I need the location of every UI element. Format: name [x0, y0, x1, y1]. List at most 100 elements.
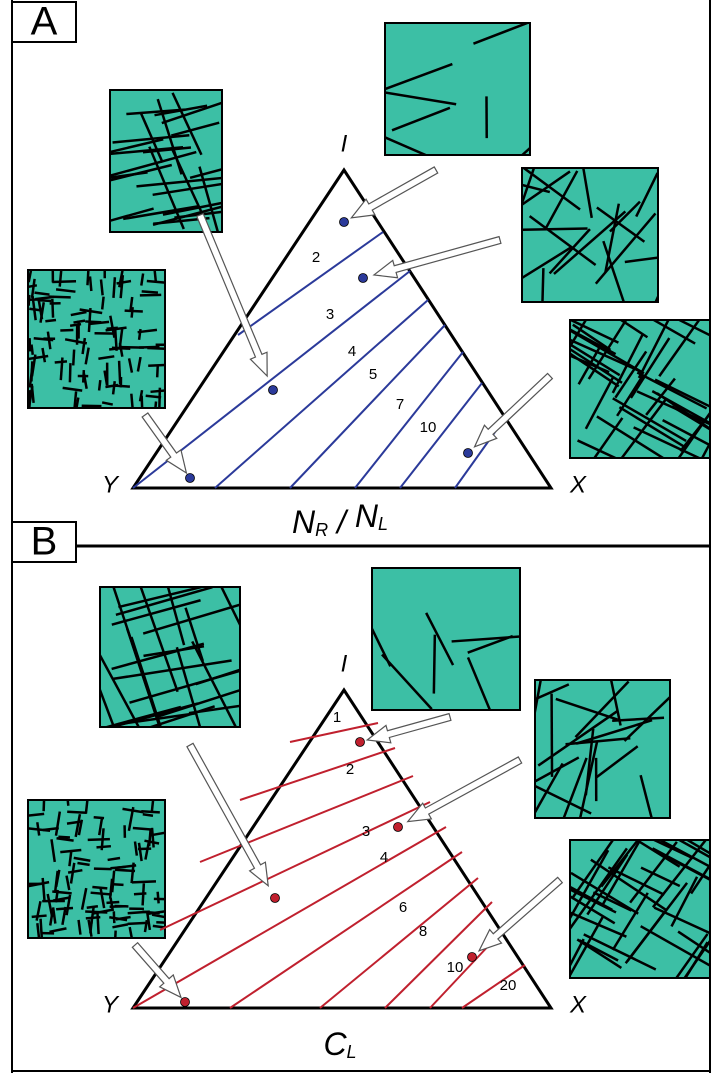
fracture	[157, 366, 158, 377]
fracture	[125, 311, 143, 312]
vertex-label: X	[569, 991, 587, 1018]
fracture	[88, 839, 110, 840]
fracture	[90, 276, 91, 291]
contour-label: 8	[419, 923, 427, 940]
fracture	[41, 919, 42, 941]
fracture	[89, 308, 91, 332]
fracture	[119, 361, 120, 384]
contour-label: 1	[333, 709, 341, 726]
point	[340, 218, 349, 227]
contour-label: 6	[399, 899, 407, 916]
fracture	[102, 297, 103, 310]
fracture	[85, 321, 101, 322]
fracture	[142, 396, 143, 415]
fracture	[60, 330, 73, 331]
fracture	[32, 916, 47, 917]
fracture	[97, 913, 98, 934]
fracture	[73, 350, 74, 366]
point	[359, 274, 368, 283]
fracture	[56, 890, 58, 902]
fracture	[52, 281, 76, 282]
point	[269, 386, 278, 395]
fracture	[37, 300, 51, 301]
fracture	[85, 911, 107, 912]
fracture	[45, 320, 56, 321]
axis-title-part: R	[315, 520, 328, 540]
fracture	[32, 345, 33, 355]
contour-label: 10	[447, 959, 464, 976]
contour-label: 4	[380, 849, 388, 866]
fracture	[52, 299, 53, 318]
axis-title: CL	[323, 1026, 356, 1062]
axis-title-part: N	[355, 498, 379, 534]
point	[186, 474, 195, 483]
fracture	[134, 893, 146, 894]
fracture	[87, 906, 98, 907]
fracture	[101, 279, 103, 295]
contour-label: 2	[346, 761, 354, 778]
fracture	[87, 261, 88, 285]
fracture	[434, 635, 435, 694]
fracture	[113, 277, 114, 298]
arrow	[408, 757, 522, 822]
fracture	[94, 869, 112, 870]
contour-label: 4	[348, 343, 356, 360]
vertex-label: I	[341, 130, 348, 157]
point	[468, 953, 477, 962]
axis-title-part: L	[347, 1042, 357, 1062]
axis-title-part: /	[328, 504, 355, 540]
fracture	[143, 814, 153, 815]
point	[394, 823, 403, 832]
fracture	[70, 363, 71, 382]
fracture	[115, 328, 116, 351]
fracture	[92, 887, 107, 888]
fracture	[86, 798, 88, 814]
fracture	[148, 365, 165, 366]
fracture	[158, 892, 159, 904]
panel-label: A	[31, 0, 58, 44]
fracture	[155, 401, 156, 414]
fracture	[132, 307, 133, 317]
figure: A2345710IYXNR / NLB1234681020IYXCL	[0, 0, 712, 1073]
fracture	[115, 931, 116, 943]
contour-label: 10	[420, 419, 437, 436]
fracture	[141, 811, 160, 812]
fracture	[152, 795, 154, 812]
axis-title: NR / NL	[292, 498, 388, 540]
contour-label: 3	[326, 306, 334, 323]
fracture	[99, 380, 100, 390]
fracture	[115, 870, 135, 871]
fracture	[94, 817, 104, 818]
fracture	[106, 902, 119, 903]
contour-label: 3	[362, 823, 370, 840]
fracture	[133, 828, 151, 829]
axis-title-part: L	[378, 514, 388, 534]
fracture	[90, 917, 92, 934]
fracture	[61, 357, 63, 380]
vertex-label: I	[341, 650, 348, 677]
point	[464, 449, 473, 458]
contour-label: 5	[369, 366, 377, 383]
panel-label: B	[31, 520, 58, 564]
fracture	[146, 396, 161, 398]
point	[271, 894, 280, 903]
fracture	[139, 347, 159, 348]
vertex-label: Y	[102, 471, 120, 498]
contour-label: 2	[312, 249, 320, 266]
fracture	[542, 268, 543, 316]
point	[356, 738, 365, 747]
fracture	[58, 837, 70, 838]
fracture	[132, 881, 156, 882]
fracture	[43, 878, 45, 900]
fracture	[113, 381, 115, 394]
vertex-label: Y	[102, 991, 120, 1018]
fracture	[67, 812, 86, 813]
contour-label: 20	[500, 977, 517, 994]
axis-title-part: N	[292, 504, 316, 540]
arrow	[367, 714, 451, 743]
fracture	[149, 829, 150, 846]
fracture	[142, 291, 158, 292]
fracture	[96, 846, 110, 847]
vertex-label: X	[569, 471, 587, 498]
axis-title-part: C	[323, 1026, 347, 1062]
